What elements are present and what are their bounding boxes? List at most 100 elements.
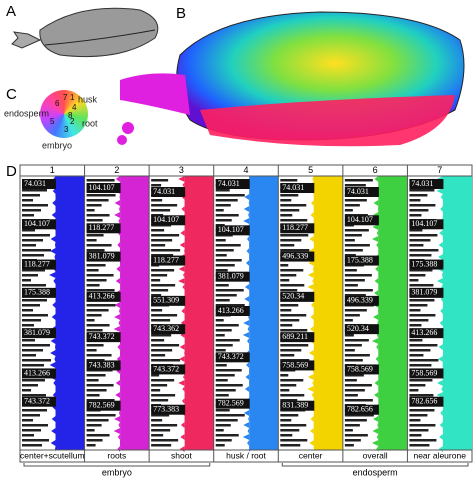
peak-bar	[280, 194, 299, 197]
peak-bar	[151, 359, 181, 362]
peak-bar	[280, 284, 305, 287]
peak-bar	[86, 379, 99, 382]
peak-bar	[215, 224, 225, 227]
peak-bar	[22, 204, 48, 207]
peak-bar	[86, 249, 105, 252]
peak-label: 74.031	[347, 187, 369, 196]
peak-label: 104.107	[347, 215, 373, 224]
column-header: 6	[373, 165, 378, 175]
peak-bar	[151, 444, 172, 447]
peak-label: 758.569	[282, 360, 308, 369]
peak-bar	[215, 299, 230, 302]
peak-bar	[22, 344, 50, 347]
peak-label: 175.388	[347, 255, 373, 264]
peak-bar	[215, 334, 225, 337]
peak-bar	[409, 254, 432, 257]
peak-bar	[409, 309, 421, 312]
peak-bar	[344, 269, 357, 272]
panel-label: D	[6, 163, 17, 180]
peak-bar	[409, 354, 424, 357]
peak-box	[151, 364, 186, 375]
peak-bar	[86, 439, 103, 442]
peak-bar	[215, 319, 224, 322]
column-fill	[55, 176, 85, 450]
peak-bar	[344, 234, 362, 237]
peak-bar	[215, 239, 226, 242]
peak-box	[22, 219, 56, 230]
peak-bar	[409, 274, 426, 277]
column-edge	[242, 176, 252, 452]
peak-box	[22, 179, 56, 189]
column-fill	[378, 176, 408, 450]
peak-bar	[280, 329, 308, 332]
peak-label: 782.569	[89, 401, 115, 410]
peak-bar	[86, 329, 103, 332]
peak-bar	[22, 229, 35, 232]
peak-bar	[22, 194, 40, 197]
peak-box	[151, 324, 186, 335]
peak-label: 758.569	[347, 364, 373, 373]
peak-label: 520.34	[347, 324, 369, 333]
peak-bar	[151, 279, 161, 282]
peak-bar	[86, 389, 107, 392]
column-label: husk / root	[226, 450, 266, 460]
peak-bar	[86, 309, 109, 312]
peak-bar	[22, 284, 46, 287]
peak-bar	[280, 304, 299, 307]
peak-bar	[215, 349, 226, 352]
peak-box	[280, 223, 315, 234]
column-edge	[371, 176, 381, 452]
peak-bar	[215, 424, 231, 427]
peak-bar	[344, 254, 356, 257]
peak-bar	[344, 199, 367, 202]
peak-bar	[280, 264, 289, 267]
peak-bar	[151, 354, 166, 357]
peak-bar	[22, 249, 51, 252]
peak-label: 104.107	[153, 215, 179, 224]
peak-bar	[409, 359, 439, 362]
peak-bar	[280, 309, 292, 312]
peak-bar	[344, 424, 360, 427]
peak-bar	[86, 209, 95, 212]
peak-bar	[409, 414, 428, 417]
peak-box	[280, 332, 315, 343]
peak-bar	[215, 429, 224, 432]
peak-bar	[151, 379, 175, 382]
column-fill	[184, 176, 214, 450]
wheel-number: 1	[70, 93, 75, 102]
peak-bar	[215, 394, 229, 397]
peak-bar	[22, 339, 35, 342]
peak-bar	[344, 289, 373, 292]
peak-bar	[215, 444, 225, 447]
wheel-label: endosperm	[4, 108, 49, 118]
peak-bar	[280, 414, 299, 417]
color-wheel	[40, 90, 88, 138]
peak-bar	[215, 324, 239, 327]
wheel-label: husk	[78, 94, 98, 104]
peak-bar	[344, 349, 355, 352]
peak-bar	[22, 209, 41, 212]
panel-label: A	[6, 3, 16, 20]
peak-bar	[22, 349, 43, 352]
peak-bar	[22, 319, 41, 322]
peak-bar	[22, 354, 36, 357]
wheel-number: 6	[55, 99, 60, 108]
peak-bar	[215, 214, 239, 217]
peak-bar	[344, 229, 369, 232]
peak-bar	[409, 409, 435, 412]
peak-bar	[344, 344, 362, 347]
peak-bar	[86, 434, 110, 437]
peak-bar	[151, 414, 170, 417]
peak-box	[151, 187, 186, 197]
peak-bar	[215, 339, 240, 342]
peak-bar	[22, 379, 45, 382]
grain-photo	[39, 7, 159, 58]
peak-label: 175.388	[24, 288, 50, 297]
peak-box	[215, 271, 250, 282]
column-edge	[436, 176, 446, 452]
peak-bar	[344, 434, 368, 437]
peak-bar	[215, 419, 238, 422]
peak-bar	[151, 439, 179, 442]
peak-label: 175.388	[411, 259, 437, 268]
